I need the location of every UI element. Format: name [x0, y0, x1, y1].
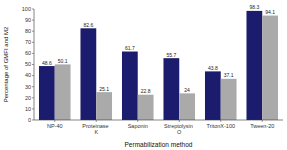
bar — [39, 66, 55, 120]
bar — [262, 16, 278, 120]
chart-svg: 48.6 82.6 61.7 55.7 43.8 98.3 50.1 25.1 22.8 24 37… — [0, 0, 287, 150]
y-tick — [32, 120, 34, 121]
data-label: 24 — [184, 87, 190, 93]
data-label: 98.3 — [249, 4, 259, 10]
y-tick — [32, 108, 34, 109]
y-tick-label: 90 — [25, 17, 31, 23]
y-tick-label: 40 — [25, 72, 31, 78]
data-label: 82.6 — [83, 22, 93, 28]
y-tick — [32, 97, 34, 98]
bar — [221, 79, 237, 120]
data-label: 25.1 — [99, 86, 109, 92]
x-tick-label: TritonX-100 — [206, 123, 235, 129]
y-tick-label: 100 — [22, 6, 31, 12]
bar — [80, 28, 96, 120]
data-label: 43.8 — [208, 65, 218, 71]
data-label: 22.8 — [141, 88, 151, 94]
x-tick-label: Proteinase K — [82, 123, 110, 135]
x-tick-label: Tween-20 — [250, 123, 274, 129]
data-label: 48.6 — [42, 60, 52, 66]
data-label: 55.7 — [166, 52, 176, 58]
y-tick — [32, 86, 34, 87]
y-tick — [32, 31, 34, 32]
y-tick-label: 10 — [25, 106, 31, 112]
chart-container: 48.6 82.6 61.7 55.7 43.8 98.3 50.1 25.1 22.8 24 37… — [0, 0, 287, 150]
y-tick-label: 50 — [25, 61, 31, 67]
bar — [205, 71, 221, 120]
bar — [55, 64, 71, 120]
y-tick-label: 20 — [25, 95, 31, 101]
x-tick-label: NP-40 — [47, 123, 63, 129]
y-tick-label: 80 — [25, 28, 31, 34]
y-tick — [32, 20, 34, 21]
y-tick-label: 0 — [28, 117, 31, 123]
y-tick-label: 60 — [25, 50, 31, 56]
y-tick-label: 70 — [25, 39, 31, 45]
x-tick-label: Saponin — [128, 123, 148, 129]
y-tick — [32, 9, 34, 10]
bar — [96, 92, 112, 120]
bar — [179, 93, 195, 120]
y-tick — [32, 53, 34, 54]
data-labels: 48.6 82.6 61.7 55.7 43.8 98.3 50.1 25.1 22.8 24 37… — [42, 4, 275, 94]
x-axis-label: Permabilization method — [125, 141, 193, 148]
y-axis-label: Percentage of GMFI and M2 — [3, 26, 9, 102]
x-axis-line — [34, 120, 283, 121]
bar — [163, 58, 179, 120]
data-label: 94.1 — [265, 9, 275, 15]
y-tick — [32, 64, 34, 65]
y-tick — [32, 75, 34, 76]
data-label: 37.1 — [224, 72, 234, 78]
x-tick-label: Streptolysin O — [164, 123, 194, 135]
data-label: 50.1 — [58, 58, 68, 64]
bar — [122, 52, 138, 120]
y-tick-label: 30 — [25, 84, 31, 90]
y-tick — [32, 42, 34, 43]
bars — [39, 11, 278, 120]
data-label: 61.7 — [125, 45, 135, 51]
bar — [246, 11, 262, 120]
bar — [138, 95, 154, 120]
